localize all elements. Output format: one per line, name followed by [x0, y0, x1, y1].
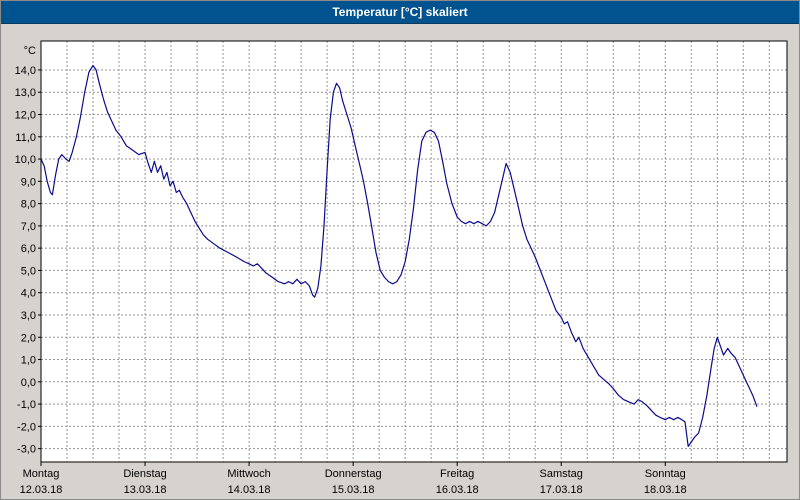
- y-tick-label: 6,0: [21, 243, 36, 255]
- chart-svg: 14,0 13,0 12,0 11,0 10,0 9,0 8,0 7,0 6,0 5,0 4,0 3,…: [15, 40, 788, 496]
- chart-title: Temperatur [°C] skaliert: [332, 5, 468, 19]
- plot-border: [40, 40, 788, 463]
- y-tick-label: -1,0: [17, 399, 36, 411]
- y-tick-label: 11,0: [15, 132, 36, 144]
- y-tick-label: 7,0: [21, 221, 36, 233]
- x-date-label: 14.03.18: [228, 484, 271, 496]
- y-tick-label: 13,0: [15, 87, 36, 99]
- x-day-label: Sonntag: [645, 468, 686, 480]
- y-tick-label: 1,0: [21, 355, 36, 367]
- plot-background: [41, 41, 787, 462]
- y-tick-label: 2,0: [21, 332, 36, 344]
- temperature-line: [40, 64, 758, 447]
- y-tick-label: -2,0: [17, 421, 36, 433]
- x-date-label: 12.03.18: [20, 484, 63, 496]
- x-day-label: Samstag: [540, 468, 583, 480]
- x-day-label: Mittwoch: [227, 468, 270, 480]
- x-date-label: 17.03.18: [540, 484, 583, 496]
- x-date-label: 16.03.18: [436, 484, 479, 496]
- y-tick-label: 12,0: [15, 110, 36, 122]
- y-tick-label: 4,0: [21, 288, 36, 300]
- y-tick-label: 9,0: [21, 176, 36, 188]
- x-date-label: 18.03.18: [644, 484, 687, 496]
- x-day-label: Dienstag: [123, 468, 166, 480]
- chart-area: 14,0 13,0 12,0 11,0 10,0 9,0 8,0 7,0 6,0 5,0 4,0 3,…: [1, 24, 799, 499]
- y-tick-label: 14,0: [15, 65, 36, 77]
- y-tick-label: 5,0: [21, 265, 36, 277]
- y-tick-label: 8,0: [21, 199, 36, 211]
- x-date-label: 15.03.18: [332, 484, 375, 496]
- y-tick-label: -3,0: [17, 444, 36, 456]
- y-tick-label: 0,0: [21, 377, 36, 389]
- title-bar: Temperatur [°C] skaliert: [1, 1, 799, 24]
- x-date-label: 13.03.18: [124, 484, 167, 496]
- y-axis-unit-label: °C: [24, 45, 36, 57]
- x-day-label: Freitag: [440, 468, 474, 480]
- x-day-label: Montag: [23, 468, 60, 480]
- x-day-label: Donnerstag: [325, 468, 382, 480]
- y-tick-label: 3,0: [21, 310, 36, 322]
- y-tick-label: 10,0: [15, 154, 36, 166]
